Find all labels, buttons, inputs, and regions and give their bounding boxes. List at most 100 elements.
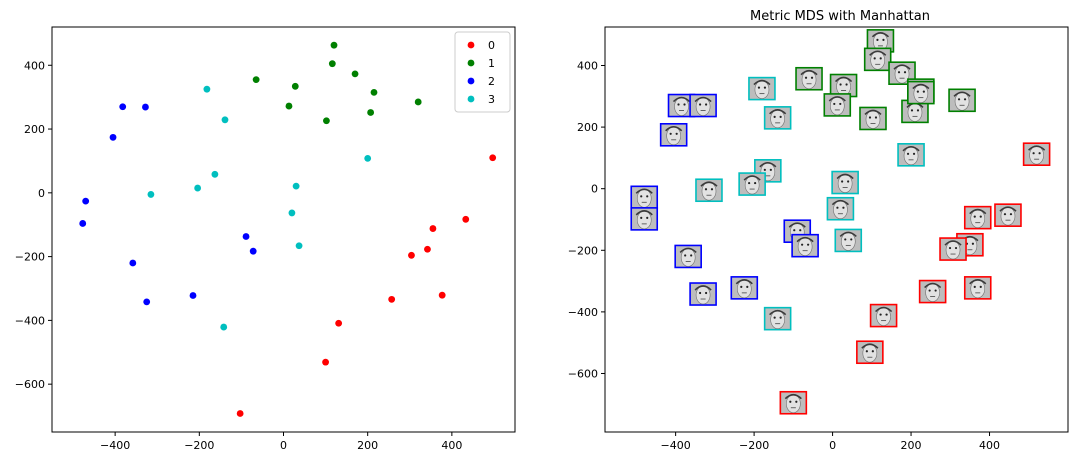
- point-class-3: [211, 170, 219, 178]
- point-class-2: [189, 292, 197, 299]
- face-thumbnail-class-3: [738, 172, 766, 196]
- face-thumbnail-class-0: [994, 203, 1022, 227]
- x-tick-label: −400: [100, 439, 130, 452]
- y-tick-label: −200: [568, 244, 598, 257]
- legend-marker-2: [467, 77, 475, 85]
- point-class-0: [429, 225, 437, 232]
- point-class-1: [414, 98, 422, 106]
- point-class-1: [291, 82, 299, 90]
- face-thumbnail-class-3: [748, 76, 776, 101]
- left-points: [79, 41, 497, 417]
- legend-label-3: 3: [488, 93, 495, 106]
- face-thumbnail-class-2: [667, 93, 696, 118]
- face-thumbnail-class-3: [763, 106, 792, 130]
- point-class-2: [109, 133, 117, 141]
- face-thumbnail-class-3: [826, 196, 855, 221]
- face-thumbnail-class-0: [918, 279, 947, 304]
- x-tick-label: 200: [901, 439, 922, 452]
- point-class-2: [129, 259, 137, 267]
- face-thumbnail-class-1: [948, 88, 976, 113]
- face-thumbnail-class-3: [897, 143, 925, 167]
- right-ticks: −400 −200 0 200 400 −600 −400 −200 0 200 400: [568, 59, 1000, 452]
- point-class-3: [364, 154, 372, 162]
- face-thumbnail-class-2: [659, 122, 688, 147]
- point-class-2: [82, 197, 90, 205]
- y-tick-label: 0: [38, 187, 45, 200]
- y-tick-label: 200: [577, 121, 598, 134]
- legend-marker-3: [467, 95, 475, 103]
- face-thumbnail-class-1: [907, 80, 935, 105]
- point-class-3: [147, 191, 155, 198]
- point-class-3: [221, 116, 229, 124]
- x-tick-label: −200: [184, 439, 214, 452]
- point-class-1: [351, 70, 359, 78]
- face-thumbnail-class-1: [795, 66, 823, 91]
- point-class-0: [424, 245, 431, 253]
- y-tick-label: −200: [15, 251, 45, 264]
- legend-marker-0: [467, 41, 475, 49]
- face-thumbnail-class-3: [834, 228, 863, 253]
- face-thumbnail-class-3: [831, 170, 859, 195]
- point-class-2: [249, 247, 257, 255]
- point-class-0: [388, 295, 396, 303]
- point-class-0: [335, 319, 343, 327]
- face-thumbnail-class-0: [1022, 142, 1051, 166]
- x-tick-label: −400: [661, 439, 691, 452]
- y-tick-label: 400: [577, 59, 598, 72]
- y-tick-label: −400: [15, 314, 45, 327]
- face-thumbnail-class-1: [859, 106, 887, 131]
- point-class-1: [328, 60, 336, 68]
- face-thumbnail-class-2: [674, 244, 702, 269]
- y-tick-label: 0: [591, 183, 598, 196]
- face-thumbnail-class-0: [779, 390, 808, 415]
- face-thumbnail-class-2: [689, 282, 717, 306]
- y-tick-label: −600: [568, 367, 598, 380]
- point-class-2: [143, 298, 151, 306]
- x-tick-label: 200: [357, 439, 378, 452]
- point-class-3: [292, 182, 300, 190]
- legend-label-2: 2: [488, 75, 495, 88]
- face-thumbnail-class-0: [856, 340, 884, 365]
- point-class-1: [285, 102, 293, 110]
- point-class-1: [370, 88, 378, 96]
- point-class-1: [252, 76, 260, 84]
- y-tick-label: −600: [15, 378, 45, 391]
- legend-box: [454, 31, 511, 113]
- face-thumbnail-class-2: [630, 207, 659, 231]
- face-thumbnail-class-1: [823, 93, 852, 117]
- face-thumbnail-class-2: [630, 185, 659, 210]
- x-tick-label: 400: [441, 439, 462, 452]
- scatter-plot-left: −400 −200 0 200 400 −600 −400 −200 0 200 400 0 1 2 3: [15, 26, 516, 452]
- point-class-3: [220, 323, 228, 331]
- right-plot-title: Metric MDS with Manhattan: [750, 9, 930, 24]
- legend-label-1: 1: [488, 57, 495, 70]
- left-ticks: −400 −200 0 200 400 −600 −400 −200 0 200 400: [15, 59, 463, 452]
- point-class-0: [236, 410, 244, 417]
- point-class-3: [203, 85, 211, 93]
- face-thumbnail-class-0: [939, 237, 967, 261]
- face-thumbnail-class-1: [863, 47, 892, 72]
- face-thumbnail-class-3: [695, 178, 723, 203]
- face-thumbnail-class-0: [869, 303, 898, 328]
- scatter-plot-right: Metric MDS with Manhattan −400 −200 0 200 40…: [568, 9, 1069, 452]
- point-class-2: [79, 220, 87, 227]
- point-class-2: [142, 103, 149, 111]
- face-thumbnail-class-0: [963, 276, 992, 300]
- point-class-3: [288, 209, 296, 217]
- legend: 0 1 2 3: [454, 31, 511, 113]
- face-thumbnail-class-2: [730, 276, 759, 300]
- left-axes-frame: [51, 26, 516, 433]
- legend-label-0: 0: [488, 39, 495, 52]
- legend-marker-1: [467, 59, 475, 67]
- point-class-0: [462, 215, 470, 223]
- y-tick-label: 400: [24, 59, 45, 72]
- point-class-2: [119, 103, 127, 111]
- point-class-3: [194, 184, 202, 192]
- right-points: [630, 29, 1051, 415]
- face-thumbnail-class-2: [791, 233, 819, 258]
- point-class-1: [330, 41, 338, 49]
- point-class-1: [367, 109, 375, 116]
- point-class-3: [295, 242, 303, 250]
- right-axes-frame: [604, 26, 1069, 433]
- face-thumbnail-class-2: [689, 93, 717, 118]
